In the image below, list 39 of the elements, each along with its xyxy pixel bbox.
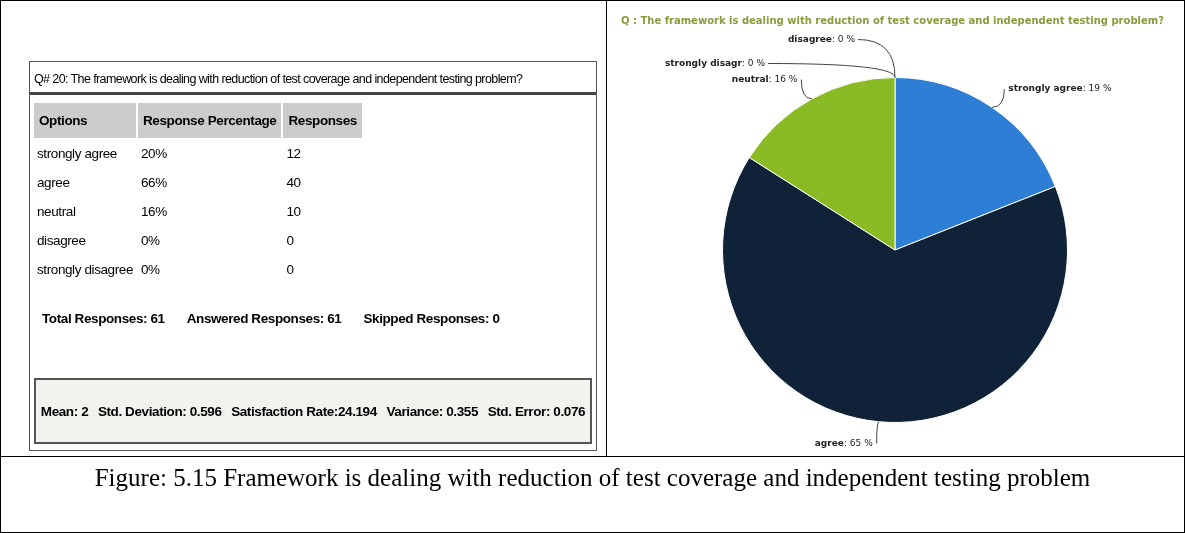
slice-label: neutral <box>731 73 769 84</box>
text: 0 <box>285 261 295 279</box>
text: 40 <box>285 174 302 192</box>
text: Response Percentage <box>138 103 282 138</box>
text: Std. Deviation: 0.596 <box>97 403 222 419</box>
text: 0% <box>140 232 161 250</box>
text: 0 <box>285 232 295 250</box>
chart-title: Q : The framework is dealing with reduction of test coverage and independent testing problem? <box>621 15 1164 26</box>
text: Variance: 0.355 <box>386 403 479 419</box>
text: Options <box>34 103 137 138</box>
text: Q# 20: The framework is dealing with reduction of test coverage and independent testing problem? <box>30 62 596 95</box>
text: strongly agree <box>36 145 118 163</box>
slice-label: strongly agree <box>1008 83 1083 94</box>
text: Std. Error: 0.076 <box>487 403 586 419</box>
text: 20% <box>140 145 168 163</box>
text: Responses <box>283 103 362 138</box>
text: Answered Responses: 61 <box>186 311 342 326</box>
text: Total Responses: 61 <box>42 311 165 326</box>
text: Figure: 5.15 Framework is dealing with reduction of test coverage and independent testing problem <box>93 463 1092 493</box>
text: : 0 % <box>831 33 856 44</box>
text: 16% <box>140 203 168 221</box>
category-label: strongly disagr <box>664 57 742 68</box>
data-label: : 65 % <box>843 437 874 448</box>
text: 66% <box>140 174 168 192</box>
data-label: : 16 % <box>768 73 798 84</box>
text: 12 <box>285 145 302 163</box>
text: disagree <box>36 232 87 250</box>
text: strongly disagree <box>36 261 134 279</box>
text: Skipped Responses: 0 <box>363 311 500 326</box>
text: 10 <box>285 203 302 221</box>
text: Mean: 2 <box>40 403 89 419</box>
text: Satisfaction Rate:24.194 <box>231 403 377 419</box>
text: neutral <box>36 203 77 221</box>
category-label: disagree <box>787 33 832 44</box>
slice-label: agree <box>814 437 844 448</box>
text: agree <box>36 174 71 192</box>
text: 0% <box>140 261 161 279</box>
text: : 0 % <box>741 57 766 68</box>
data-label: : 19 % <box>1082 83 1112 94</box>
